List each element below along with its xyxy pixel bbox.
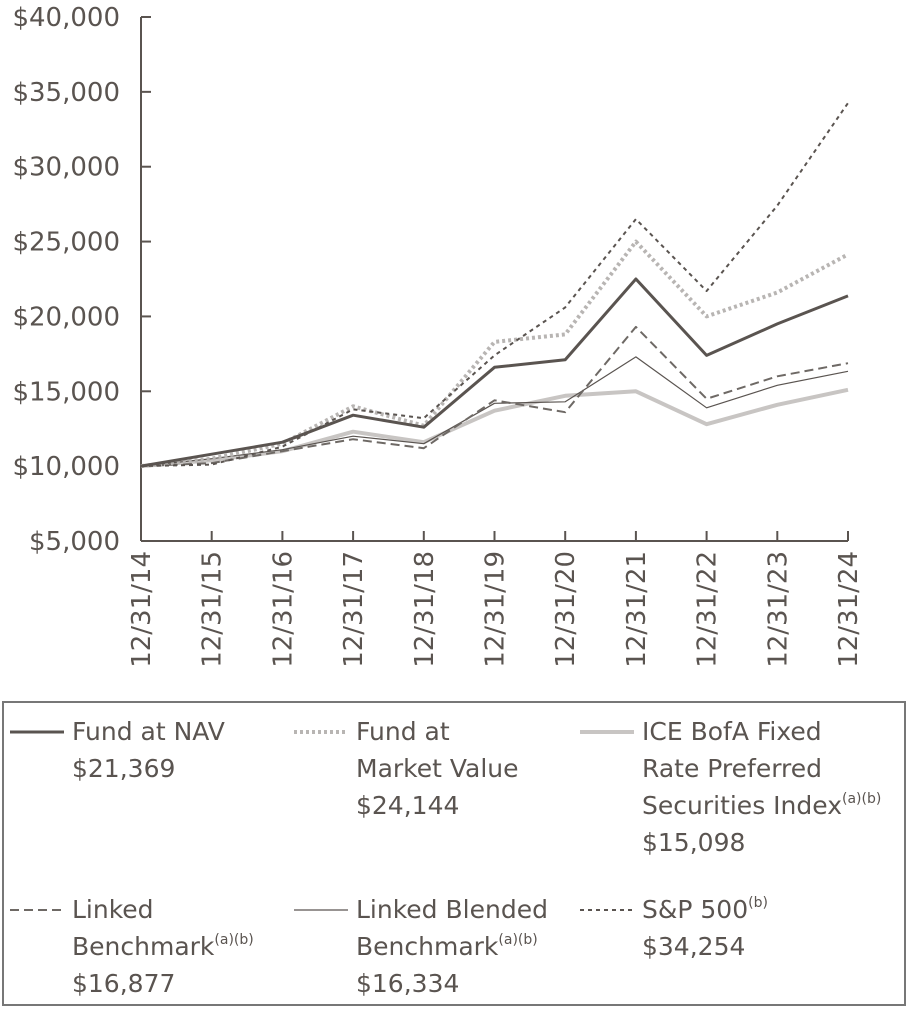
legend-value-fund-nav: $21,369 [72, 754, 176, 783]
x-tick-label: 12/31/21 [622, 551, 652, 668]
y-tick-label: $15,000 [12, 377, 120, 407]
legend-swatch-linked-blended [294, 909, 348, 911]
legend-value-ice: $15,098 [642, 828, 746, 857]
y-tick-label: $40,000 [12, 3, 120, 33]
x-tick-label: 12/31/14 [127, 551, 157, 668]
x-axis: 12/31/14 12/31/15 12/31/16 12/31/17 12/31/18… [127, 531, 864, 668]
legend-label-sp: S&P 500 [642, 895, 749, 924]
y-tick-label: $30,000 [12, 153, 120, 183]
legend-label-fund-nav: Fund at NAV [72, 717, 225, 746]
x-tick-label: 12/31/23 [763, 551, 793, 668]
legend-label-fund-market-1: Fund at [356, 717, 450, 746]
y-axis: $5,000 $10,000 $15,000 $20,000 $25,000 $30,00… [12, 3, 151, 557]
series-line-nav [140, 277, 849, 468]
line-chart: $5,000 $10,000 $15,000 $20,000 $25,000 $30,00… [12, 3, 864, 668]
legend-sup-sp: (b) [748, 895, 768, 911]
legend-sup-ice: (a)(b) [842, 791, 882, 807]
x-tick-label: 12/31/16 [268, 551, 298, 668]
x-tick-label: 12/31/18 [410, 551, 440, 668]
y-tick-label: $20,000 [12, 302, 120, 332]
y-tick-label: $10,000 [12, 452, 120, 482]
series-line-mkt [140, 239, 849, 469]
y-tick-label: $25,000 [12, 228, 120, 258]
x-tick-label: 12/31/20 [551, 551, 581, 668]
legend-swatch-fund-nav [10, 730, 64, 734]
y-tick-label: $35,000 [12, 78, 120, 108]
legend-label-lb-2: Benchmark [72, 932, 215, 961]
legend-value-lbb: $16,334 [356, 969, 460, 998]
legend-swatch-sp500 [580, 909, 634, 911]
legend-label-ice-2: Rate Preferred [642, 754, 823, 783]
legend-label-lbb-1: Linked Blended [356, 895, 548, 924]
legend: Fund at NAV $21,369 Fund at Market Value… [2, 701, 906, 1006]
y-tick-label: $5,000 [29, 527, 120, 557]
legend-sup-lb: (a)(b) [214, 932, 254, 948]
legend-value-sp: $34,254 [642, 932, 746, 961]
legend-label-fund-market-2: Market Value [356, 754, 519, 783]
series-line-lbb [140, 356, 849, 467]
legend-label-lbb-2: Benchmark [356, 932, 499, 961]
x-tick-label: 12/31/19 [481, 551, 511, 668]
legend-swatch-fund-market [294, 730, 348, 734]
legend-value-fund-market: $24,144 [356, 791, 460, 820]
x-tick-label: 12/31/24 [834, 551, 864, 668]
legend-sup-lbb: (a)(b) [498, 932, 538, 948]
x-tick-label: 12/31/22 [693, 551, 723, 668]
x-tick-label: 12/31/17 [339, 551, 369, 668]
legend-label-lb-1: Linked [72, 895, 154, 924]
legend-value-lb: $16,877 [72, 969, 176, 998]
legend-swatch-linked-benchmark [10, 909, 64, 911]
series-lines [140, 102, 849, 469]
legend-label-ice-3: Securities Index [642, 791, 842, 820]
series-line-lb [140, 325, 849, 468]
legend-label-ice-1: ICE BofA Fixed [642, 717, 822, 746]
legend-swatch-ice-index [580, 730, 634, 734]
x-tick-label: 12/31/15 [198, 551, 228, 668]
